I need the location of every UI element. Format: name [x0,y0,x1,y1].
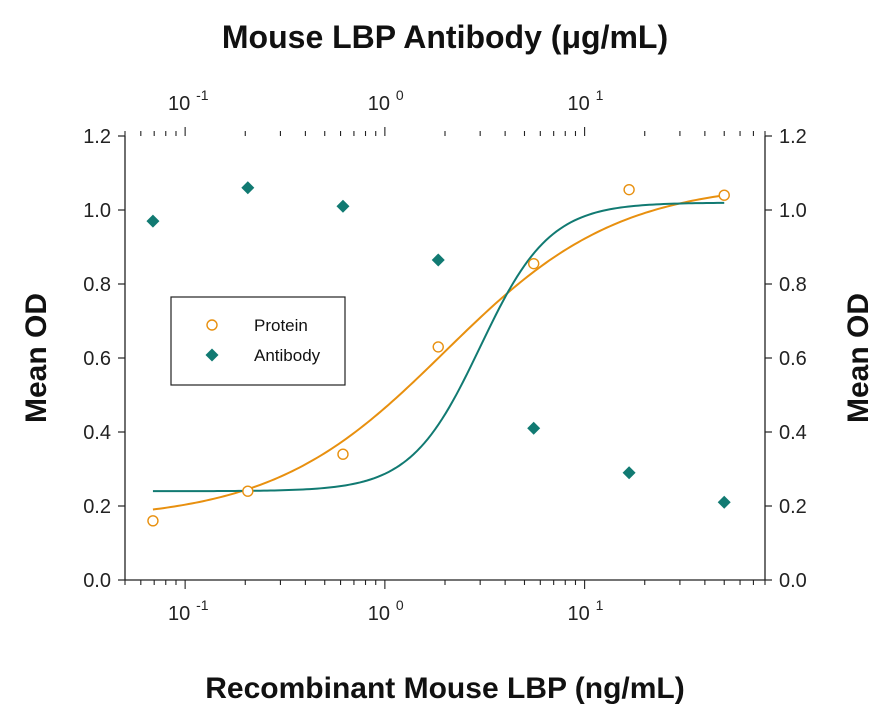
data-point-protein [147,515,159,527]
y-tick-label-right: 0.0 [779,570,807,592]
y-tick-label-left: 0.6 [83,348,111,370]
data-point-protein [337,448,349,460]
y-tick-label-left: 1.2 [83,126,111,148]
x-tick-label-top: 10 [368,93,390,115]
legend-box [170,296,346,386]
data-point-antibody [717,495,731,509]
legend: Protein Antibody [170,296,346,386]
data-point-protein [718,189,730,201]
y-tick-label-right: 1.2 [779,126,807,148]
x-tick-label-top-exponent: -1 [196,87,209,103]
x-tick-label-bottom-exponent: 0 [396,597,404,613]
data-point-antibody [336,199,350,213]
data-point-protein [432,341,444,353]
y-tick-label-right: 0.6 [779,348,807,370]
data-point-antibody [622,466,636,480]
x-tick-label-bottom-exponent: -1 [196,597,209,613]
x-tick-label-top: 10 [567,93,589,115]
y-tick-label-right: 0.4 [779,422,807,444]
legend-label-protein: Protein [254,316,308,335]
y-axis-title-right: Mean OD [842,293,875,423]
data-point-protein [623,183,635,196]
x-tick-label-bottom: 10 [168,603,190,625]
y-tick-label-left: 0.2 [83,496,111,518]
y-tick-label-left: 0.8 [83,274,111,296]
x-tick-label-bottom: 10 [567,603,589,625]
y-tick-label-left: 0.4 [83,422,111,444]
x-tick-label-bottom: 10 [368,603,390,625]
y-tick-label-right: 0.2 [779,496,807,518]
x-tick-label-bottom-exponent: 1 [596,597,604,613]
data-point-antibody [146,214,160,228]
y-axis-title-left: Mean OD [20,293,53,423]
data-point-antibody [431,253,445,267]
y-tick-label-right: 0.8 [779,274,807,296]
chart-title: Mouse LBP Antibody (μg/mL) [222,19,668,55]
y-tick-label-left: 0.0 [83,570,111,592]
x-tick-label-top-exponent: 1 [596,87,604,103]
legend-marker-protein [206,319,218,331]
y-tick-label-right: 1.0 [779,200,807,222]
legend-marker-antibody [205,348,219,362]
legend-label-antibody: Antibody [254,346,321,365]
data-point-antibody [241,181,255,195]
x-tick-label-top: 10 [168,93,190,115]
data-point-protein [527,257,540,270]
x-axis-title: Recombinant Mouse LBP (ng/mL) [205,672,684,705]
data-point-antibody [527,421,541,435]
data-point-protein [242,485,254,497]
y-tick-label-left: 1.0 [83,200,111,222]
x-tick-label-top-exponent: 0 [396,87,404,103]
